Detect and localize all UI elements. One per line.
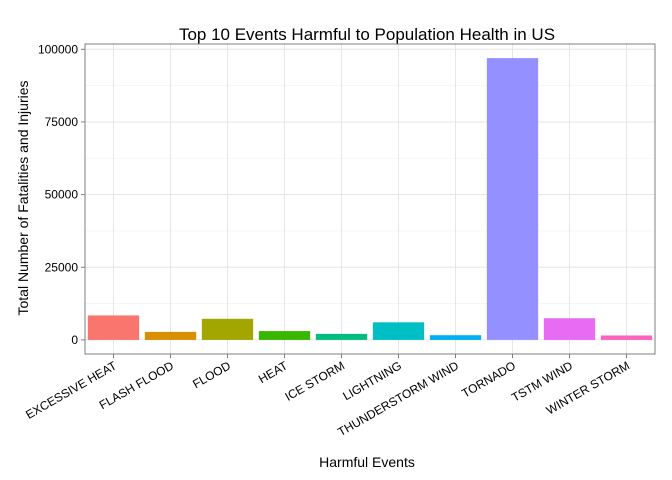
x-axis-title: Harmful Events <box>319 454 415 470</box>
bar-excessive-heat <box>87 315 140 340</box>
bar-flash-flood <box>144 331 197 340</box>
x-tick-label: HEAT <box>256 358 291 386</box>
y-tick-label: 0 <box>71 333 78 347</box>
bar-winter-storm <box>600 335 653 340</box>
bar-thunderstorm-wind <box>429 335 482 340</box>
bar-ice-storm <box>315 333 368 340</box>
panel-border <box>84 43 656 355</box>
bar-tstm-wind <box>543 318 596 340</box>
x-tick-label: EXCESSIVE HEAT <box>23 358 119 422</box>
bar-flood <box>201 318 254 340</box>
y-tick-label: 25000 <box>45 260 79 274</box>
y-axis-title: Total Number of Fatalities and Injuries <box>15 81 31 316</box>
y-tick-label: 50000 <box>45 188 79 202</box>
bar-lightning <box>372 322 425 340</box>
y-tick-label: 75000 <box>45 115 79 129</box>
x-tick-label: FLOOD <box>190 358 233 391</box>
chart-title: Top 10 Events Harmful to Population Heal… <box>179 25 555 44</box>
y-tick-label: 100000 <box>38 42 78 56</box>
bar-heat <box>258 331 311 340</box>
bar-tornado <box>486 58 539 340</box>
x-tick-label: ICE STORM <box>282 358 347 403</box>
